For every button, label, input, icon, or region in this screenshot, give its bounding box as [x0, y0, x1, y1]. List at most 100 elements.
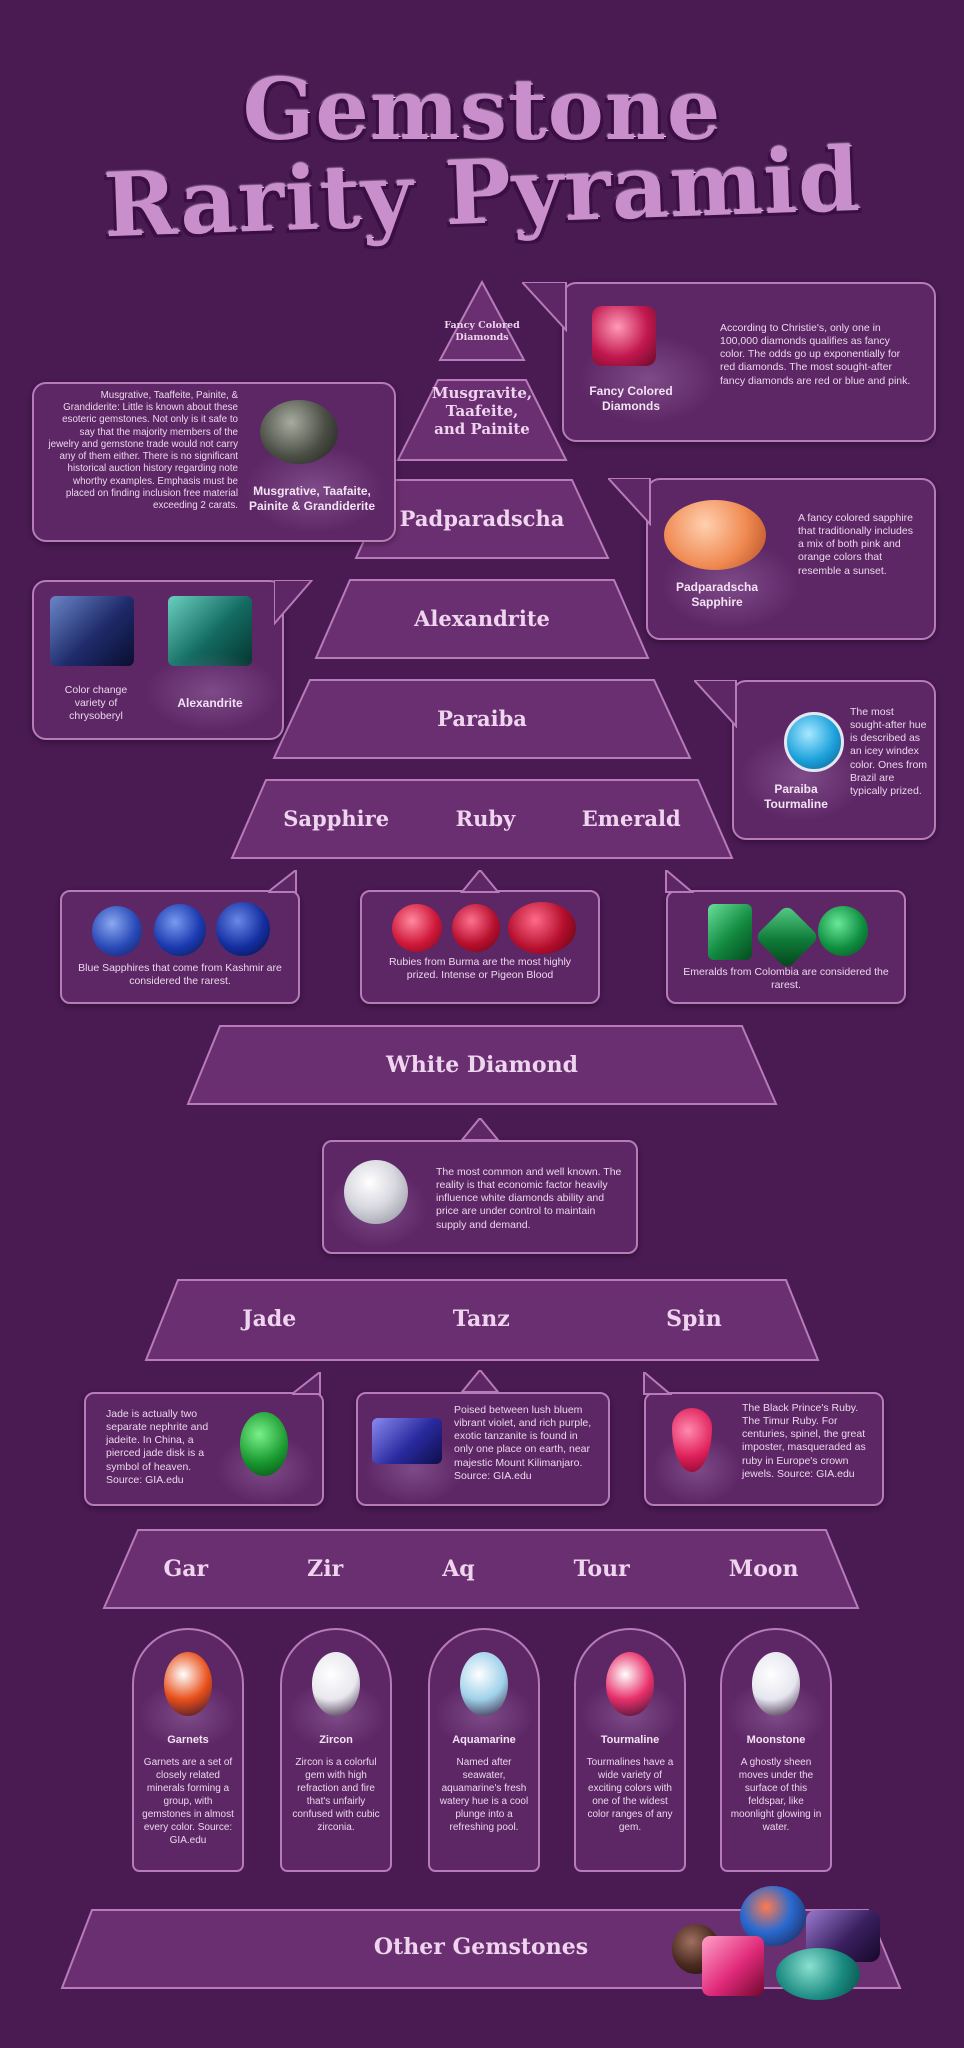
arch-name: Aquamarine: [452, 1734, 516, 1746]
callout-jade-text: Jade is actually two separate nephrite a…: [106, 1408, 209, 1486]
tier-mid-shape: [144, 1279, 820, 1361]
callout-jade-pointer: [292, 1372, 321, 1395]
tier-sapphire-label: Sapphire: [283, 806, 390, 831]
callout-sapphire-pointer: [268, 870, 297, 893]
tier-musgravite-label: Musgravite, Taafeite, and Painite: [431, 384, 533, 438]
callout-emerald-text: Emeralds from Colombia are considered th…: [683, 966, 889, 992]
callout-alexandrite: Color change variety of chrysoberyl Alex…: [32, 580, 284, 740]
tier-alexandrite-shape: [314, 579, 650, 659]
arch-gem-icon: [460, 1652, 508, 1716]
arch-name: Tourmaline: [600, 1734, 660, 1746]
callout-tanz: Poised between lush bluem vibrant violet…: [356, 1392, 610, 1506]
pink-gem-icon: [702, 1936, 764, 1996]
callout-sapphire-text: Blue Sapphires that come from Kashmir ar…: [78, 962, 282, 988]
callout-spin-pointer: [643, 1372, 672, 1395]
tanzanite-gem-icon: [372, 1418, 442, 1464]
arch-card: Moonstone A ghostly sheen moves under the…: [720, 1628, 832, 1872]
jade-gem-icon: [240, 1412, 288, 1476]
callout-tanz-text: Poised between lush bluem vibrant violet…: [454, 1404, 592, 1482]
callout-musgravite: Musgrative, Taaffeite, Painite, & Grandi…: [32, 382, 396, 542]
callout-tanz-pointer: [460, 1370, 500, 1393]
tier-gar-label: Gar: [163, 1556, 209, 1582]
tier-tanz-label: Tanz: [452, 1306, 510, 1332]
ruby-gem-icon-2: [452, 904, 500, 952]
callout-paraiba-caption: Paraiba Tourmaline: [764, 782, 828, 811]
tier-aq-label: Aq: [442, 1556, 475, 1582]
callout-paraiba-pointer: [694, 680, 737, 728]
tier-low-labels: Gar Zir Aq Tour Moon: [114, 1556, 848, 1582]
tier-white-label: White Diamond: [386, 1052, 578, 1078]
arch-gem-icon: [606, 1652, 654, 1716]
callout-emerald: Emeralds from Colombia are considered th…: [666, 890, 906, 1004]
callout-fancy-pointer: [522, 282, 567, 332]
tier-zir-label: Zir: [307, 1556, 344, 1582]
tier-white-shape: [186, 1025, 778, 1105]
tier-other-label: Other Gemstones: [373, 1934, 589, 1960]
arch-card: Aquamarine Named after seawater, aquamari…: [428, 1628, 540, 1872]
paraiba-gem-icon: [784, 712, 844, 772]
arch-card: Zircon Zircon is a colorful gem with high…: [280, 1628, 392, 1872]
callout-paraiba: Paraiba Tourmaline The most sought-after…: [732, 680, 936, 840]
tier-fancy-shape: [438, 279, 526, 361]
callout-fancy-text: According to Christie's, only one in 100…: [720, 322, 911, 387]
fancy-diamond-icon: [592, 306, 656, 366]
ruby-gem-icon-1: [392, 904, 442, 952]
teal-gem-icon: [776, 1948, 860, 2000]
tier-ruby-label: Ruby: [455, 806, 516, 831]
callout-paraiba-text: The most sought-after hue is described a…: [850, 706, 928, 797]
sapphire-gem-icon-2: [154, 904, 206, 956]
callout-alexandrite-pointer: [274, 580, 314, 626]
alexandrite-green-icon: [168, 596, 252, 666]
callout-musgravite-text: Musgrative, Taaffeite, Painite, & Grandi…: [48, 390, 238, 512]
callout-alexandrite-text: Color change variety of chrysoberyl: [64, 684, 128, 723]
callout-padparadscha-pointer: [608, 478, 651, 526]
tier-moon-label: Moon: [728, 1556, 799, 1582]
emerald-gem-icon-3: [818, 906, 868, 956]
callout-padparadscha: Padparadscha Sapphire A fancy colored sa…: [646, 478, 936, 640]
arch-name: Garnets: [167, 1734, 209, 1746]
callout-fancy: Fancy Colored Diamonds According to Chri…: [562, 282, 936, 442]
arch-description: Tourmalines have a wide variety of excit…: [586, 1757, 674, 1833]
ruby-gem-icon-3: [508, 902, 576, 954]
tier-padparadscha-label: Padparadscha: [399, 506, 565, 531]
arch-description: A ghostly sheen moves under the surface …: [730, 1757, 822, 1833]
tier-big3-labels: Sapphire Ruby Emerald: [250, 806, 714, 831]
arch-description: Garnets are a set of closely related min…: [142, 1757, 234, 1846]
emerald-gem-icon-2: [754, 904, 820, 970]
callout-padparadscha-caption: Padparadscha Sapphire: [675, 580, 759, 609]
callout-ruby-text: Rubies from Burma are the most highly pr…: [388, 956, 572, 982]
musgravite-gem-icon: [260, 400, 338, 464]
callout-alexandrite-caption: Alexandrite: [177, 696, 243, 710]
arch-card: Tourmaline Tourmalines have a wide variet…: [574, 1628, 686, 1872]
emerald-gem-icon-1: [708, 904, 752, 960]
padparadscha-gem-icon: [664, 500, 766, 570]
arch-name: Moonstone: [746, 1734, 806, 1746]
callout-emerald-pointer: [665, 870, 694, 893]
tier-emerald-label: Emerald: [581, 806, 681, 831]
arch-description: Named after seawater, aquamarine's fresh…: [439, 1757, 529, 1833]
tier-alexandrite-label: Alexandrite: [414, 606, 550, 631]
callout-jade: Jade is actually two separate nephrite a…: [84, 1392, 324, 1506]
tier-spin-label: Spin: [666, 1306, 722, 1332]
callout-sapphire: Blue Sapphires that come from Kashmir ar…: [60, 890, 300, 1004]
tier-jade-label: Jade: [242, 1306, 297, 1332]
callout-musgravite-caption: Musgrative, Taafaite, Painite & Grandide…: [248, 484, 376, 513]
tier-mid-labels: Jade Tanz Spin: [164, 1306, 800, 1332]
callout-white: The most common and well known. The real…: [322, 1140, 638, 1254]
callout-white-text: The most common and well known. The real…: [436, 1166, 622, 1231]
callout-padparadscha-text: A fancy colored sapphire that traditiona…: [798, 512, 913, 577]
arch-card: Garnets Garnets are a set of closely rela…: [132, 1628, 244, 1872]
white-diamond-icon: [344, 1160, 408, 1224]
tier-tour-label: Tour: [573, 1556, 630, 1582]
title-line-1: Gemstone: [242, 60, 722, 159]
tier-paraiba-shape: [272, 679, 692, 759]
sapphire-gem-icon-1: [92, 906, 142, 956]
arch-gem-icon: [312, 1652, 360, 1716]
arch-name: Zircon: [319, 1734, 353, 1746]
arch-gem-icon: [752, 1652, 800, 1716]
callout-fancy-caption: Fancy Colored Diamonds: [589, 384, 673, 413]
callout-ruby: Rubies from Burma are the most highly pr…: [360, 890, 600, 1004]
alexandrite-blue-icon: [50, 596, 134, 666]
arch-gem-icon: [164, 1652, 212, 1716]
